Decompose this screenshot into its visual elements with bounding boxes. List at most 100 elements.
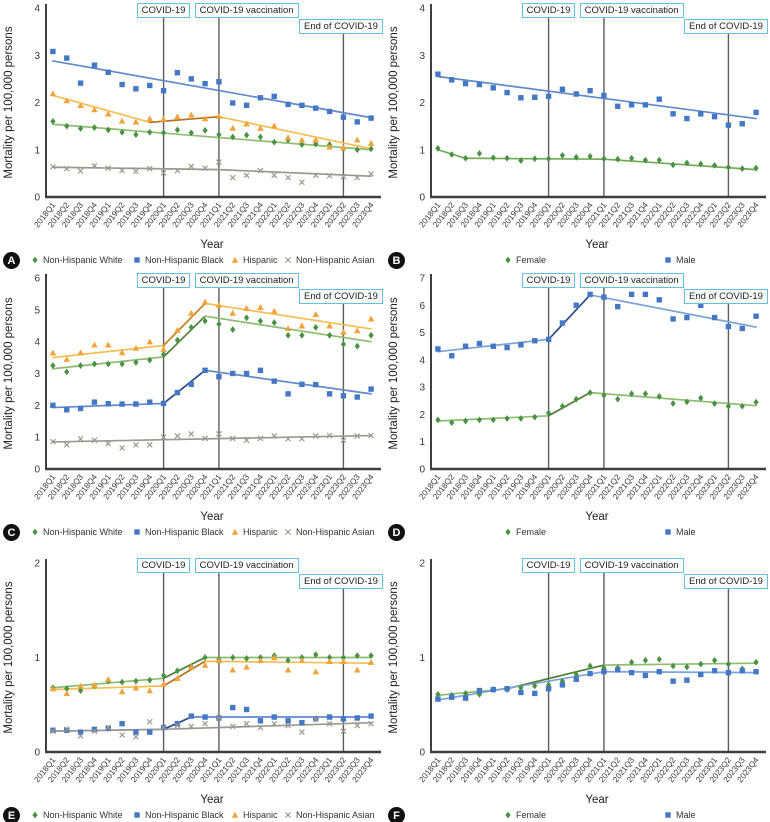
data-point-square: [490, 343, 496, 349]
data-point-triangle: [367, 139, 375, 146]
data-point-square: [64, 407, 70, 413]
data-point-square: [147, 82, 153, 89]
data-point-diamond: [698, 160, 704, 168]
data-point-square: [134, 812, 140, 818]
data-point-square: [670, 316, 676, 322]
data-point-square: [462, 695, 469, 701]
data-point-square: [340, 114, 347, 120]
data-point-x: [160, 169, 167, 176]
y-tick-label: 1: [419, 653, 425, 664]
data-point-diamond: [739, 402, 745, 410]
data-point-diamond: [188, 323, 194, 331]
data-point-diamond: [257, 133, 264, 141]
legend-item-non-hispanic-white: Non-Hispanic White: [30, 527, 123, 537]
data-point-diamond: [725, 402, 732, 410]
data-point-x: [285, 722, 292, 729]
data-point-triangle: [160, 115, 167, 122]
data-point-triangle: [187, 309, 195, 316]
data-point-diamond: [119, 128, 125, 136]
data-point-triangle: [215, 113, 223, 119]
panel-a-chart: 012342018Q12018Q22018Q32018Q42019Q12019Q…: [3, 4, 381, 251]
legend-item-hispanic: Hispanic: [230, 527, 278, 537]
trend-line-segment: [547, 391, 591, 417]
data-point-diamond: [133, 131, 139, 139]
trend-line-segment: [52, 685, 165, 691]
legend-item-female: Female: [503, 527, 546, 537]
data-point-triangle: [229, 666, 237, 673]
legend-label: Non-Hispanic Asian: [296, 810, 375, 820]
data-point-diamond: [615, 155, 621, 163]
data-point-diamond: [285, 656, 291, 664]
legend-item-non-hispanic-asian: Non-Hispanic Asian: [283, 255, 375, 265]
data-point-square: [230, 100, 236, 106]
data-point-square: [435, 696, 441, 702]
data-point-diamond: [91, 360, 98, 368]
data-point-square: [628, 669, 635, 676]
data-point-square: [532, 338, 538, 344]
data-point-x: [146, 718, 153, 725]
legend-label: Non-Hispanic White: [43, 810, 123, 820]
data-point-triangle: [231, 256, 239, 263]
data-point-square: [753, 313, 759, 319]
data-point-square: [354, 394, 360, 400]
data-point-triangle: [215, 301, 223, 308]
square-legend-icon: [665, 529, 671, 535]
data-point-x: [77, 435, 84, 442]
panel-letter-badge: C: [3, 524, 20, 541]
trend-line-segment: [162, 369, 206, 405]
data-point-diamond: [285, 331, 291, 339]
panel-letter-badge: A: [3, 252, 20, 269]
data-point-diamond: [216, 320, 222, 328]
data-point-square: [64, 727, 70, 733]
data-point-x: [285, 257, 291, 263]
data-point-triangle: [104, 676, 112, 682]
panel-e-chart: 0122018Q12018Q22018Q32018Q42019Q12019Q22…: [3, 559, 381, 806]
data-point-triangle: [326, 322, 333, 329]
data-point-triangle: [77, 349, 84, 356]
legend-item-non-hispanic-white: Non-Hispanic White: [30, 255, 123, 265]
panel-e: 0 1 2 2018Q1 2018Q2 2018Q3 2018Q4 2019Q1 2019Q2 2…: [0, 555, 385, 822]
data-point-square: [698, 302, 704, 308]
data-point-x: [202, 435, 209, 442]
data-point-x: [77, 733, 84, 739]
data-point-x: [285, 812, 291, 818]
event-label-box-2: COVID-19 vaccination: [194, 3, 299, 18]
data-point-square: [202, 80, 208, 87]
data-point-square: [340, 716, 347, 722]
data-point-square: [601, 92, 607, 99]
data-point-diamond: [518, 415, 524, 422]
data-point-x: [160, 724, 167, 731]
data-point-diamond: [64, 368, 70, 376]
panel-d-chart: 012345672018Q12018Q22018Q32018Q42019Q120…: [388, 274, 766, 523]
legend-item-male: Male: [663, 255, 696, 265]
data-point-x: [132, 441, 139, 448]
trend-line-segment: [162, 302, 206, 347]
data-point-x: [340, 173, 347, 180]
y-tick-label: 3: [34, 369, 40, 380]
data-point-x: [49, 163, 56, 170]
data-point-triangle: [146, 115, 154, 122]
legend-item-hispanic: Hispanic: [230, 810, 278, 820]
legend-label: Female: [516, 810, 547, 820]
data-point-diamond: [64, 685, 70, 693]
data-point-diamond: [160, 129, 167, 137]
data-point-x: [271, 432, 278, 439]
panel-b: 0 1 2 3 4 2018Q1 2018Q2 2018Q3 2018Q4 2019Q1 2019Q…: [385, 0, 770, 270]
data-point-square: [642, 102, 649, 108]
panel-c: 0 1 2 3 4 5 6 2018Q1 2018Q2 2018Q3 2018Q4 2019Q1 201…: [0, 270, 385, 555]
data-point-diamond: [32, 528, 38, 536]
data-point-diamond: [670, 662, 676, 670]
data-point-diamond: [698, 660, 704, 668]
data-point-square: [230, 704, 236, 711]
data-point-diamond: [354, 342, 360, 350]
data-point-x: [326, 432, 333, 439]
x-axis-label: Year: [200, 239, 223, 251]
data-point-diamond: [368, 331, 374, 339]
data-point-triangle: [367, 659, 375, 665]
data-point-x: [326, 720, 333, 727]
data-point-square: [64, 55, 70, 61]
data-point-square: [134, 257, 140, 263]
data-point-square: [684, 115, 690, 122]
data-point-triangle: [243, 305, 250, 311]
